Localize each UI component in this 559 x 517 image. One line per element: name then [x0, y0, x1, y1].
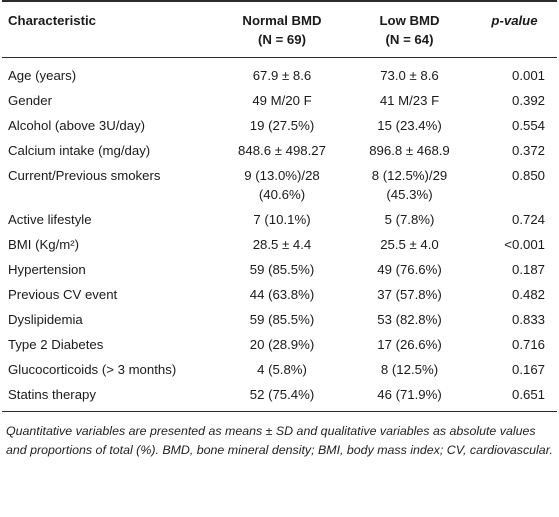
row-p-value: 0.167 [511, 362, 545, 377]
row-label: Current/Previous smokers [8, 168, 161, 183]
row-low-value: 41 M/23 F [379, 93, 440, 108]
row-label: BMI (Kg/m²) [8, 237, 80, 252]
row-low-value: 8 (12.5%) [380, 362, 439, 377]
row-normal-value: 20 (28.9%) [249, 337, 315, 352]
row-p-value: 0.724 [511, 212, 545, 227]
row-p-value: 0.716 [511, 337, 545, 352]
row-p-value: 0.187 [511, 262, 545, 277]
row-label: Gender [8, 93, 52, 108]
table-row: Active lifestyle 7 (10.1%) 5 (7.8%) 0.72… [2, 207, 557, 232]
table-row: Glucocorticoids (> 3 months) 4 (5.8%) 8 … [2, 357, 557, 382]
row-low-value: 896.8 ± 468.9 [369, 143, 450, 158]
row-normal-value: 59 (85.5%) [249, 262, 315, 277]
row-p-value: <0.001 [504, 237, 545, 252]
table-row: Alcohol (above 3U/day) 19 (27.5%) 15 (23… [2, 113, 557, 138]
header-characteristic: Characteristic [2, 0, 217, 58]
row-normal-value: 9 (13.0%)/28 (40.6%) [244, 168, 320, 202]
row-p-value: 0.482 [511, 287, 545, 302]
row-low-value: 46 (71.9%) [347, 382, 472, 412]
header-normal-bmd: Normal BMD (N = 69) [217, 0, 347, 58]
row-p-value: 0.651 [472, 382, 557, 412]
row-normal-value: 4 (5.8%) [257, 362, 307, 377]
header-normal-title: Normal BMD [242, 13, 322, 28]
header-low-bmd: Low BMD (N = 64) [347, 0, 472, 58]
row-label: Age (years) [8, 68, 77, 83]
table-row: Type 2 Diabetes 20 (28.9%) 17 (26.6%) 0.… [2, 332, 557, 357]
row-low-value: 49 (76.6%) [377, 262, 442, 277]
row-low-value: 17 (26.6%) [377, 337, 442, 352]
header-low-n: (N = 64) [385, 32, 434, 47]
table-row: Current/Previous smokers 9 (13.0%)/28 (4… [2, 163, 557, 207]
header-p-value: p-value [472, 0, 557, 58]
header-low-title: Low BMD [379, 13, 440, 28]
characteristics-table: Characteristic Normal BMD (N = 69) Low B… [2, 0, 557, 412]
row-low-value: 37 (57.8%) [377, 287, 442, 302]
table-body: Age (years) 67.9 ± 8.6 73.0 ± 8.6 0.001 … [2, 58, 557, 412]
table-row: Hypertension 59 (85.5%) 49 (76.6%) 0.187 [2, 257, 557, 282]
row-p-value: 0.392 [511, 93, 545, 108]
row-p-value: 0.554 [511, 118, 545, 133]
header-row: Characteristic Normal BMD (N = 69) Low B… [2, 0, 557, 58]
header-normal-n: (N = 69) [257, 32, 306, 47]
row-label: Active lifestyle [8, 212, 92, 227]
row-label: Calcium intake (mg/day) [8, 143, 151, 158]
table-footnote: Quantitative variables are presented as … [6, 424, 553, 457]
row-normal-value: 52 (75.4%) [217, 382, 347, 412]
row-low-value: 8 (12.5%)/29 (45.3%) [371, 168, 448, 202]
row-normal-value: 44 (63.8%) [249, 287, 315, 302]
row-label: Statins therapy [2, 382, 217, 412]
table-row: BMI (Kg/m²) 28.5 ± 4.4 25.5 ± 4.0 <0.001 [2, 232, 557, 257]
row-low-value: 25.5 ± 4.0 [380, 237, 439, 252]
row-p-value: 0.372 [511, 143, 545, 158]
table-row: Gender 49 M/20 F 41 M/23 F 0.392 [2, 88, 557, 113]
table-row: Previous CV event 44 (63.8%) 37 (57.8%) … [2, 282, 557, 307]
row-p-value: 0.833 [511, 312, 545, 327]
row-normal-value: 19 (27.5%) [249, 118, 315, 133]
table-row: Statins therapy 52 (75.4%) 46 (71.9%) 0.… [2, 382, 557, 412]
table-row: Age (years) 67.9 ± 8.6 73.0 ± 8.6 0.001 [2, 58, 557, 89]
row-low-value: 5 (7.8%) [384, 212, 435, 227]
row-normal-value: 848.6 ± 498.27 [238, 143, 326, 158]
row-normal-value: 28.5 ± 4.4 [252, 237, 312, 252]
row-low-value: 53 (82.8%) [377, 312, 442, 327]
row-normal-value: 7 (10.1%) [253, 212, 311, 227]
row-label: Glucocorticoids (> 3 months) [8, 362, 177, 377]
row-label: Alcohol (above 3U/day) [8, 118, 146, 133]
table-row: Dyslipidemia 59 (85.5%) 53 (82.8%) 0.833 [2, 307, 557, 332]
row-normal-value: 67.9 ± 8.6 [252, 68, 312, 83]
row-normal-value: 49 M/20 F [252, 93, 312, 108]
row-p-value: 0.001 [511, 68, 545, 83]
row-p-value: 0.850 [511, 168, 545, 183]
row-label: Type 2 Diabetes [8, 337, 104, 352]
table-header: Characteristic Normal BMD (N = 69) Low B… [2, 0, 557, 58]
row-low-value: 73.0 ± 8.6 [380, 68, 439, 83]
row-low-value: 15 (23.4%) [377, 118, 442, 133]
table-row: Calcium intake (mg/day) 848.6 ± 498.27 8… [2, 138, 557, 163]
row-label: Previous CV event [8, 287, 118, 302]
row-label: Hypertension [8, 262, 86, 277]
row-label: Dyslipidemia [8, 312, 83, 327]
row-normal-value: 59 (85.5%) [249, 312, 315, 327]
